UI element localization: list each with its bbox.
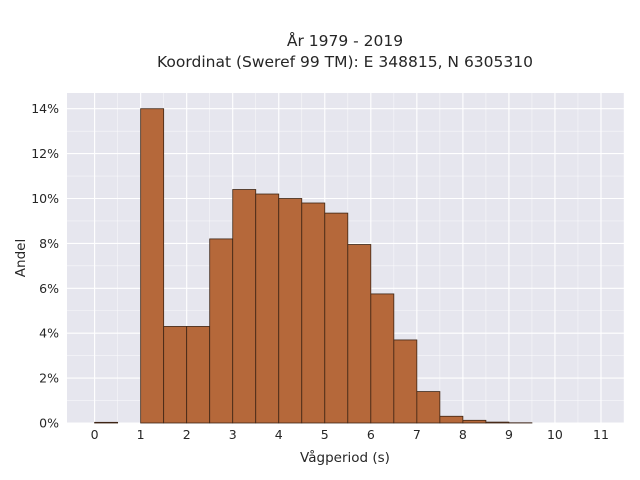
y-tick-label: 6% bbox=[39, 281, 59, 296]
x-tick-label: 9 bbox=[505, 427, 513, 442]
histogram-bar bbox=[462, 419, 487, 424]
histogram-bar bbox=[255, 193, 280, 424]
y-tick-label: 4% bbox=[39, 326, 59, 341]
y-tick-label: 0% bbox=[39, 416, 59, 431]
x-axis-label: Vågperiod (s) bbox=[300, 449, 390, 466]
histogram-bar bbox=[416, 391, 441, 424]
x-axis-ticks: 0 1 2 3 4 5 6 7 8 9 10 11 bbox=[91, 427, 609, 442]
x-tick-label: 3 bbox=[229, 427, 237, 442]
histogram-bar bbox=[140, 108, 165, 424]
x-tick-label: 10 bbox=[547, 427, 563, 442]
histogram-bar bbox=[324, 212, 349, 424]
x-tick-label: 4 bbox=[275, 427, 283, 442]
histogram-bar bbox=[186, 326, 211, 424]
histogram-bar bbox=[163, 326, 188, 424]
y-axis-label: Andel bbox=[13, 239, 29, 277]
histogram-bar bbox=[347, 244, 372, 424]
y-tick-label: 8% bbox=[39, 236, 59, 251]
histogram-bar bbox=[301, 202, 326, 424]
histogram-bars bbox=[94, 108, 533, 424]
y-tick-label: 2% bbox=[39, 371, 59, 386]
histogram-bar bbox=[232, 189, 257, 424]
histogram-bar bbox=[209, 238, 234, 424]
x-tick-label: 5 bbox=[321, 427, 329, 442]
chart-title-line-1: År 1979 - 2019 bbox=[287, 31, 403, 50]
histogram-bar bbox=[485, 421, 510, 424]
histogram-bar bbox=[278, 198, 303, 424]
x-tick-label: 6 bbox=[367, 427, 375, 442]
x-tick-label: 0 bbox=[91, 427, 99, 442]
x-tick-label: 11 bbox=[593, 427, 609, 442]
x-tick-label: 8 bbox=[459, 427, 467, 442]
y-tick-label: 10% bbox=[31, 191, 59, 206]
histogram-bar bbox=[439, 415, 464, 424]
y-tick-label: 14% bbox=[31, 101, 59, 116]
histogram-bar bbox=[393, 339, 418, 424]
x-tick-label: 7 bbox=[413, 427, 421, 442]
x-tick-label: 2 bbox=[183, 427, 191, 442]
chart-title-line-2: Koordinat (Sweref 99 TM): E 348815, N 63… bbox=[157, 53, 533, 71]
x-tick-label: 1 bbox=[137, 427, 145, 442]
y-tick-label: 12% bbox=[31, 146, 59, 161]
histogram-bar bbox=[370, 293, 395, 424]
y-axis-ticks: 0% 2% 4% 6% 8% 10% 12% 14% bbox=[31, 101, 59, 430]
histogram-bar bbox=[94, 421, 119, 424]
